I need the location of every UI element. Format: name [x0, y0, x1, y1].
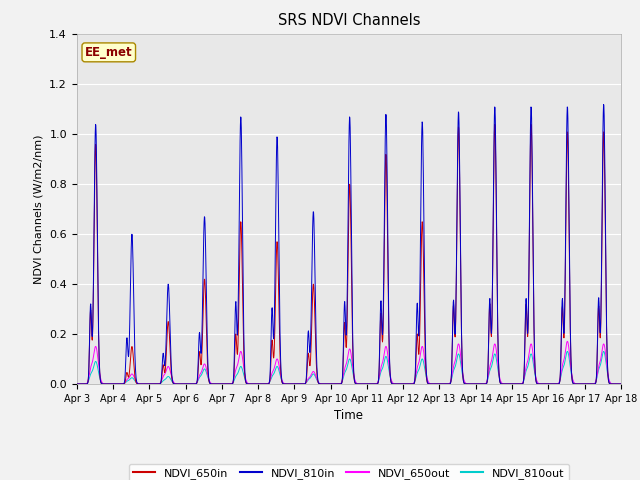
Text: EE_met: EE_met — [85, 46, 132, 59]
Title: SRS NDVI Channels: SRS NDVI Channels — [278, 13, 420, 28]
Y-axis label: NDVI Channels (W/m2/nm): NDVI Channels (W/m2/nm) — [34, 134, 44, 284]
X-axis label: Time: Time — [334, 409, 364, 422]
Legend: NDVI_650in, NDVI_810in, NDVI_650out, NDVI_810out: NDVI_650in, NDVI_810in, NDVI_650out, NDV… — [129, 464, 569, 480]
